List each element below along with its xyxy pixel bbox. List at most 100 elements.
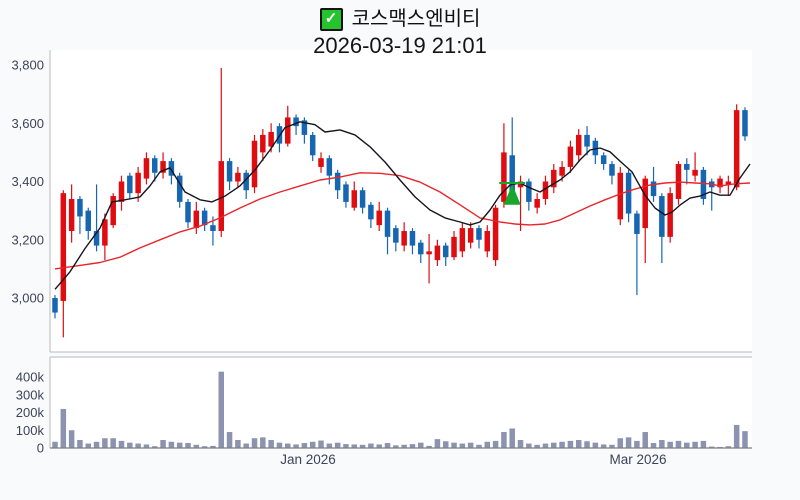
checked-checkbox-icon[interactable]: ✓ — [319, 7, 343, 31]
month-tick-label: Mar 2026 — [609, 452, 666, 467]
volume-bar — [127, 442, 133, 448]
month-tick-label: Jan 2026 — [280, 452, 336, 467]
candle-down — [742, 110, 748, 137]
candle-up — [551, 169, 557, 188]
volume-bar — [218, 371, 225, 448]
price-plot-area[interactable] — [50, 50, 752, 352]
candle-up — [559, 166, 565, 176]
candle-up — [542, 181, 549, 199]
volume-bar — [235, 440, 241, 448]
candle-down — [85, 210, 92, 232]
candle-up — [451, 236, 457, 258]
candle-up — [218, 161, 225, 232]
volume-bar — [634, 440, 640, 448]
candle-up — [102, 219, 108, 246]
volume-bar — [526, 443, 532, 448]
candle-up — [501, 152, 507, 202]
volume-bar — [285, 443, 291, 448]
price-tick-label: 3,200 — [11, 232, 44, 247]
candle-up — [160, 161, 166, 173]
volume-tick-label: 300k — [16, 387, 45, 402]
volume-bar — [692, 441, 698, 448]
candle-down — [659, 196, 665, 237]
stock-name-title: 코스맥스엔비티 — [351, 8, 481, 30]
volume-plot-area[interactable] — [50, 357, 752, 448]
volume-bar — [684, 442, 690, 448]
volume-tick-label: 0 — [37, 441, 44, 456]
volume-bar — [733, 424, 740, 448]
candle-up — [642, 178, 648, 229]
candle-down — [409, 231, 416, 246]
volume-bar — [243, 443, 249, 448]
volume-bar — [401, 444, 407, 448]
candle-down — [592, 140, 599, 156]
volume-bar — [742, 431, 748, 448]
volume-bar — [659, 440, 665, 448]
volume-bar — [534, 444, 540, 448]
chart-title-row: ✓ 코스맥스엔비티 — [0, 7, 800, 31]
candle-down — [625, 172, 632, 214]
candle-up — [135, 172, 141, 194]
volume-bar — [492, 440, 499, 448]
volume-bar — [625, 437, 632, 448]
candle-down — [168, 161, 175, 176]
volume-bar — [168, 441, 175, 448]
ma-slow-line — [54, 172, 751, 270]
candle-down — [201, 210, 208, 226]
candle-down — [476, 228, 482, 240]
volume-bar — [384, 443, 391, 448]
candle-up — [492, 207, 499, 261]
candle-down — [185, 201, 191, 223]
volume-bar — [393, 445, 399, 448]
candle-down — [210, 225, 216, 232]
candle-up — [193, 210, 200, 229]
candle-down — [77, 198, 83, 217]
volume-bar — [667, 441, 673, 448]
candle-up — [534, 198, 540, 208]
candle-up — [268, 131, 274, 147]
candle-down — [700, 169, 707, 199]
volume-bar — [110, 438, 116, 448]
candle-down — [584, 134, 590, 147]
candle-down — [243, 172, 249, 191]
volume-bar — [575, 440, 582, 448]
volume-bar — [334, 442, 341, 448]
volume-bar — [143, 444, 150, 448]
volume-bar — [226, 432, 233, 448]
candle-down — [293, 117, 299, 127]
candle-down — [384, 210, 391, 237]
candle-down — [684, 164, 690, 170]
candle-down — [393, 228, 399, 243]
candle-down — [127, 175, 133, 194]
volume-bar — [675, 440, 682, 448]
candle-up — [318, 158, 324, 167]
volume-bar — [60, 408, 67, 448]
volume-bar — [193, 444, 200, 448]
candle-down — [343, 184, 349, 202]
volume-bar — [301, 443, 308, 448]
volume-bar — [442, 441, 449, 448]
candle-up — [617, 172, 624, 220]
candle-up — [285, 117, 291, 144]
volume-bar — [459, 443, 466, 448]
volume-bar — [642, 432, 648, 448]
volume-bar — [725, 446, 732, 448]
volume-bar — [434, 439, 441, 448]
volume-bar — [201, 446, 208, 448]
candle-up — [667, 193, 673, 237]
volume-bar — [102, 438, 108, 448]
volume-bar — [293, 444, 299, 448]
volume-bar — [376, 444, 382, 448]
candle-down — [359, 190, 366, 208]
candle-up — [733, 110, 740, 188]
candle-up — [567, 146, 574, 167]
volume-bar — [517, 440, 524, 448]
volume-bar — [276, 442, 283, 448]
volume-bar — [77, 440, 83, 448]
price-tick-label: 3,000 — [11, 291, 44, 306]
candle-up — [426, 251, 432, 255]
candle-up — [376, 210, 382, 226]
volume-bar — [52, 441, 58, 448]
volume-bar — [359, 444, 366, 448]
